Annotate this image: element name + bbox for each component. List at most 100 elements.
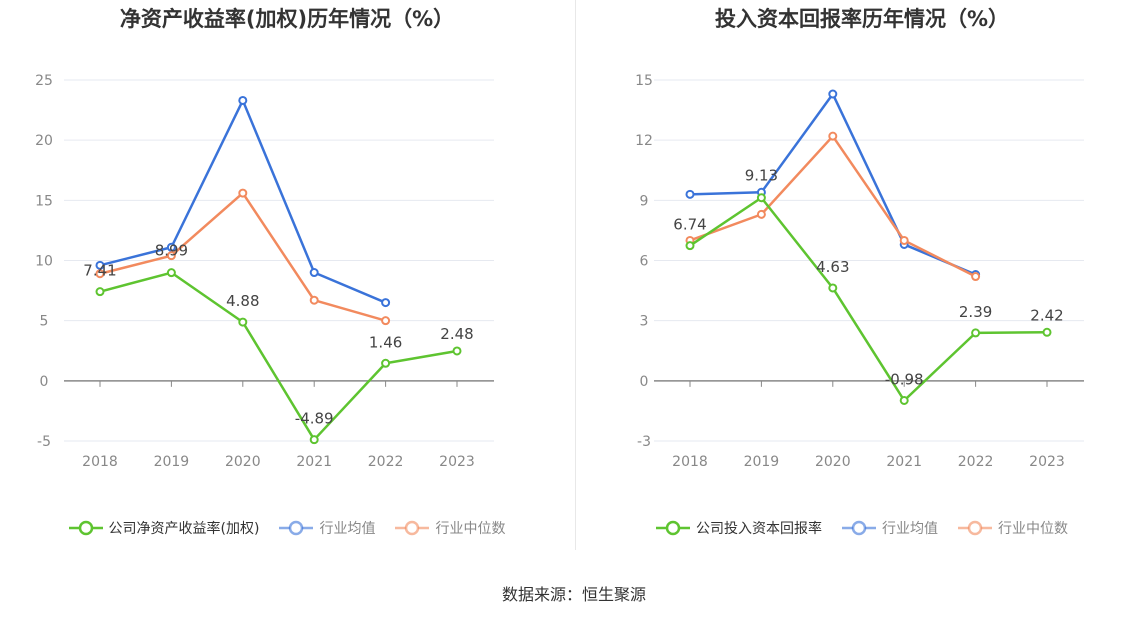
legend-marker — [405, 520, 420, 536]
x-tick-label: 2021 — [886, 454, 922, 470]
data-label: 2.48 — [440, 325, 473, 343]
data-label: 7.41 — [83, 262, 116, 280]
data-source-note: 数据来源：恒生聚源 — [501, 585, 646, 604]
data-point — [756, 193, 766, 203]
data-point — [95, 287, 105, 297]
legend-item[interactable]: 行业均值 — [279, 518, 375, 538]
data-point — [1042, 327, 1052, 337]
data-point — [971, 272, 981, 282]
chart-legend: 公司投入资本回报率 行业均值 行业中位数 — [576, 518, 1148, 538]
legend-marker — [665, 520, 681, 536]
data-label: 4.63 — [816, 258, 849, 276]
roe-chart-panel: 净资产收益率(加权)历年情况（%） -5 0 5 10 15 20 25 2018 2019 20… — [0, 0, 574, 560]
series-line — [99, 99, 387, 304]
legend-label: 公司净资产收益率(加权) — [108, 521, 260, 537]
legend-marker — [78, 520, 93, 536]
x-tick-label: 2019 — [154, 454, 190, 470]
legend-line-icon — [842, 520, 876, 536]
legend-line-icon — [68, 520, 103, 536]
data-label: 2.42 — [1030, 306, 1063, 324]
data-label: 2.39 — [959, 303, 992, 321]
y-tick-label: 3 — [640, 314, 649, 330]
series-line — [689, 196, 1048, 402]
y-tick-label: 5 — [40, 314, 49, 330]
data-point — [309, 295, 319, 305]
data-point — [381, 298, 391, 308]
data-point — [756, 209, 766, 219]
legend-line-icon — [958, 520, 992, 536]
series-line — [99, 271, 458, 441]
chart-title: 投入资本回报率历年情况（%） — [714, 7, 1010, 31]
data-point — [381, 316, 391, 326]
data-label: 1.46 — [369, 333, 402, 351]
chart-title: 净资产收益率(加权)历年情况（%） — [119, 7, 455, 31]
y-tick-label: 9 — [640, 193, 649, 209]
y-tick-label: 15 — [635, 73, 653, 89]
x-tick-label: 2021 — [296, 454, 332, 470]
data-point — [166, 242, 176, 252]
y-tick-label: 0 — [40, 374, 49, 390]
data-point — [309, 435, 319, 445]
data-point — [685, 189, 695, 199]
data-label: 4.88 — [226, 292, 259, 310]
data-label: 9.13 — [745, 167, 778, 185]
y-tick-label: -5 — [37, 434, 51, 450]
data-point — [95, 269, 105, 279]
x-tick-label: 2023 — [439, 454, 475, 470]
legend-label: 行业中位数 — [435, 521, 506, 537]
data-label: 6.74 — [673, 216, 706, 234]
legend-item[interactable]: 行业中位数 — [958, 518, 1068, 538]
data-label: -0.98 — [885, 370, 924, 388]
x-tick-label: 2018 — [82, 454, 118, 470]
data-point — [95, 260, 105, 270]
data-point — [238, 188, 248, 198]
roic-chart-panel: 投入资本回报率历年情况（%） -3 0 3 6 9 12 15 2018 2019 2020 202… — [576, 0, 1148, 560]
y-tick-label: 6 — [640, 254, 649, 270]
legend-item[interactable]: 公司投入资本回报率 — [656, 518, 822, 538]
legend-item[interactable]: 公司净资产收益率(加权) — [68, 518, 260, 538]
data-point — [238, 317, 248, 327]
data-label: -4.89 — [295, 410, 334, 428]
legend-label: 行业中位数 — [998, 521, 1068, 537]
data-point — [309, 268, 319, 278]
data-point — [452, 346, 462, 356]
data-point — [828, 131, 838, 141]
y-tick-label: 10 — [35, 254, 53, 270]
chart-legend: 公司净资产收益率(加权) 行业均值 行业中位数 — [0, 518, 574, 538]
legend-line-icon — [279, 520, 314, 536]
legend-label: 行业均值 — [882, 521, 938, 537]
panel-divider — [575, 0, 576, 550]
x-tick-label: 2018 — [672, 454, 708, 470]
data-point — [828, 283, 838, 293]
data-point — [685, 241, 695, 251]
y-tick-label: 20 — [35, 133, 53, 149]
data-point — [899, 235, 909, 245]
data-point — [238, 95, 248, 105]
data-point — [381, 358, 391, 368]
x-tick-label: 2022 — [958, 454, 994, 470]
roe-line-chart: -5 0 5 10 15 20 25 2018 2019 2020 2021 2022 2023 7.41… — [35, 73, 494, 470]
legend-line-icon — [395, 520, 430, 536]
data-point — [828, 89, 838, 99]
legend-item[interactable]: 行业均值 — [842, 518, 938, 538]
y-tick-label: -3 — [637, 434, 651, 450]
data-point — [971, 328, 981, 338]
data-point — [899, 395, 909, 405]
roic-line-chart: -3 0 3 6 9 12 15 2018 2019 2020 2021 2022 2023 6.74 9.… — [635, 73, 1084, 470]
x-tick-label: 2019 — [744, 454, 780, 470]
x-tick-label: 2023 — [1029, 454, 1065, 470]
legend-item[interactable]: 行业中位数 — [395, 518, 505, 538]
x-tick-label: 2020 — [815, 454, 851, 470]
data-label: 8.99 — [155, 242, 188, 260]
x-tick-label: 2020 — [225, 454, 261, 470]
series-line — [689, 134, 977, 278]
x-tick-label: 2022 — [368, 454, 404, 470]
legend-marker — [851, 520, 867, 536]
legend-label: 行业均值 — [319, 521, 376, 537]
y-tick-label: 15 — [35, 193, 53, 209]
y-tick-label: 12 — [635, 133, 653, 149]
y-tick-label: 25 — [35, 73, 53, 89]
legend-marker — [967, 520, 983, 536]
series-line — [689, 92, 977, 276]
legend-line-icon — [656, 520, 690, 536]
